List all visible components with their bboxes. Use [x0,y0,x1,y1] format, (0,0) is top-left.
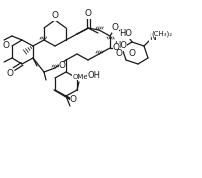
Text: O: O [112,23,119,33]
Text: O: O [6,69,14,77]
Text: O: O [69,96,77,104]
Text: O: O [128,49,136,59]
Text: OH: OH [87,72,100,80]
Text: O: O [2,41,9,51]
Text: (CH₃)₂: (CH₃)₂ [152,31,173,37]
Text: O: O [52,12,59,20]
Text: O: O [84,9,92,19]
Text: O: O [116,49,122,59]
Text: HO: HO [114,41,127,51]
Text: O: O [113,43,120,53]
Text: OMe: OMe [72,74,88,80]
Text: O: O [59,62,65,70]
Text: N: N [149,33,155,43]
Text: HO: HO [120,30,133,38]
